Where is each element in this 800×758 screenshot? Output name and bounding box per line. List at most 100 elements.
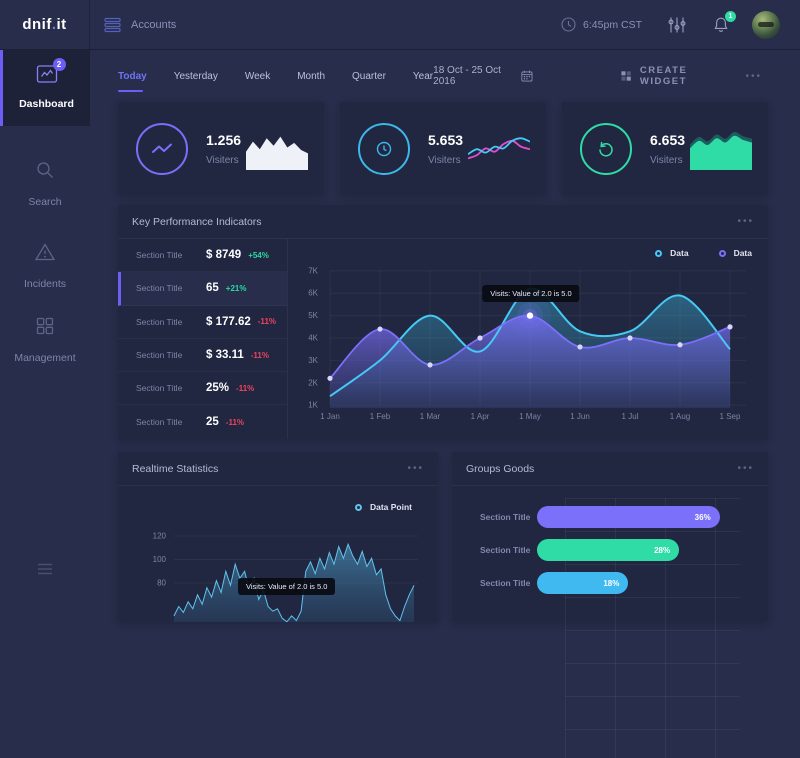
svg-text:1 Feb: 1 Feb [370, 412, 391, 421]
hamburger-icon [38, 563, 52, 575]
svg-text:5K: 5K [308, 311, 318, 320]
kpi-row-delta: -11% [257, 317, 276, 327]
tab-week[interactable]: Week [244, 70, 271, 82]
kpi-row[interactable]: Section Title $ 177.62 -11% [118, 306, 287, 339]
legend-label: Data Point [369, 502, 412, 512]
time-filter-tabs: Today Yesterday Week Month Quarter Year [118, 65, 434, 92]
kpi-row-active[interactable]: Section Title 65 +21% [118, 272, 287, 306]
sidebar-item-search[interactable]: Search [0, 160, 90, 208]
svg-text:80: 80 [157, 579, 166, 588]
sidebar-item-management[interactable]: Management [0, 316, 90, 364]
legend-label: Data [733, 248, 752, 258]
groups-bar-chart: Section Title 36% Section Title 28% Sect… [452, 486, 768, 758]
clock-icon [561, 17, 576, 32]
filters-button[interactable] [668, 17, 686, 33]
topbar-right: 6:45pm CST 1 [561, 10, 800, 39]
tab-quarter[interactable]: Quarter [352, 70, 386, 82]
kpi-row[interactable]: Section Title 25% -11% [118, 372, 287, 406]
kpi-row[interactable]: Section Title $ 8749 +54% [118, 239, 287, 273]
kpi-row-value: $ 177.62 [206, 315, 251, 328]
realtime-title: Realtime Statistics [132, 462, 219, 475]
kpi-row-delta: -11% [250, 350, 269, 360]
legend-dot-purple [718, 249, 726, 257]
top-bar: dnif.it Accounts 6:45pm CST [0, 0, 800, 50]
tab-year[interactable]: Year [412, 70, 434, 82]
notification-badge: 1 [725, 10, 736, 22]
kpi-overflow-menu[interactable]: ••• [737, 216, 754, 227]
realtime-overflow-menu[interactable]: ••• [407, 463, 424, 474]
kpi-row-value: 65 [206, 282, 219, 295]
svg-text:1 Mar: 1 Mar [420, 412, 441, 421]
svg-text:1 May: 1 May [519, 412, 541, 421]
accounts-menu[interactable]: Accounts [104, 17, 176, 33]
legend-dot-cyan [655, 249, 663, 257]
sidebar-collapse-button[interactable] [0, 562, 90, 580]
clock-ring [358, 122, 410, 175]
legend-item-data-1[interactable]: Data [655, 248, 689, 258]
notifications-button[interactable]: 1 [712, 10, 736, 34]
sidebar-label-dashboard: Dashboard [19, 98, 74, 110]
kpi-line-chart: 7K 6K 5K 4K 3K 2K 1K 1 Jan 1 Feb 1 Mar 1 Apr 1 May 1… [288, 239, 768, 439]
calendar-icon [521, 70, 533, 82]
warning-triangle-icon [34, 243, 56, 261]
app-logo[interactable]: dnif.it [22, 16, 66, 33]
realtime-header: Realtime Statistics ••• [118, 452, 438, 486]
trend-ring [136, 122, 188, 175]
svg-text:1 Jan: 1 Jan [320, 412, 340, 421]
sliders-icon [668, 17, 686, 32]
create-widget-button[interactable]: CREATE WIDGET [621, 65, 724, 87]
kpi-header: Key Performance Indicators ••• [118, 205, 768, 239]
bar-fill[interactable]: 28% [537, 539, 680, 561]
bar-fill[interactable]: 18% [537, 572, 629, 594]
bar-track: 36% [537, 506, 740, 528]
sidebar-item-dashboard[interactable]: 2 Dashboard [0, 50, 90, 126]
stat-cards-row: 1.256 Visiters 5.653 Visiters [118, 102, 768, 195]
stat-label: Visiters [650, 154, 683, 166]
kpi-row-label: Section Title [136, 283, 183, 294]
svg-text:2K: 2K [308, 378, 318, 387]
tab-today[interactable]: Today [118, 65, 147, 92]
sparkline-chart [690, 126, 752, 172]
legend-item-data-point[interactable]: Data Point [354, 502, 412, 512]
sidebar-label-incidents: Incidents [23, 278, 67, 290]
filter-overflow-menu[interactable]: ••• [745, 70, 762, 82]
logo-text: dnif [22, 16, 52, 33]
kpi-row-value: $ 33.11 [206, 349, 244, 362]
stat-value: 5.653 [428, 131, 464, 148]
stat-card-visitors-2[interactable]: 5.653 Visiters [340, 102, 546, 195]
bar-row-label: Section Title [480, 578, 531, 588]
kpi-row-label: Section Title [136, 383, 183, 394]
kpi-row-value: 25% [206, 382, 230, 395]
bar-row: Section Title 18% [452, 572, 768, 594]
bar-track: 28% [537, 539, 740, 561]
svg-text:3K: 3K [308, 356, 318, 365]
kpi-row-delta: -11% [236, 383, 255, 393]
bar-value-label: 18% [603, 578, 620, 588]
stat-card-visitors-1[interactable]: 1.256 Visiters [118, 102, 324, 195]
kpi-row[interactable]: Section Title 25 -11% [118, 405, 287, 438]
bar-chart-grid [565, 498, 740, 758]
legend-item-data-2[interactable]: Data [718, 248, 752, 258]
sidebar-label-search: Search [28, 196, 62, 208]
legend-dot-cyan [354, 503, 362, 511]
tab-yesterday[interactable]: Yesterday [173, 70, 218, 82]
bottom-row: Realtime Statistics ••• 120 100 80 Data Po… [118, 452, 768, 758]
groups-overflow-menu[interactable]: ••• [737, 463, 754, 474]
stat-card-visitors-3[interactable]: 6.653 Visiters [562, 102, 768, 195]
time-text: 6:45pm CST [583, 18, 642, 31]
sidebar-item-incidents[interactable]: Incidents [0, 242, 90, 290]
bar-value-label: 36% [694, 512, 711, 522]
svg-text:6K: 6K [308, 289, 318, 298]
stat-label: Visiters [428, 154, 461, 166]
avatar[interactable] [752, 10, 780, 39]
svg-text:1 Aug: 1 Aug [670, 412, 690, 421]
tab-month[interactable]: Month [297, 70, 326, 82]
realtime-legend: Data Point [354, 502, 412, 512]
refresh-ring [580, 122, 632, 175]
bar-row-label: Section Title [480, 545, 531, 555]
kpi-row[interactable]: Section Title $ 33.11 -11% [118, 339, 287, 373]
date-range-picker[interactable]: 18 Oct - 25 Oct 2016 [433, 65, 533, 87]
bar-fill[interactable]: 36% [537, 506, 720, 528]
logo-zone: dnif.it [0, 0, 90, 49]
bar-value-label: 28% [654, 545, 671, 555]
